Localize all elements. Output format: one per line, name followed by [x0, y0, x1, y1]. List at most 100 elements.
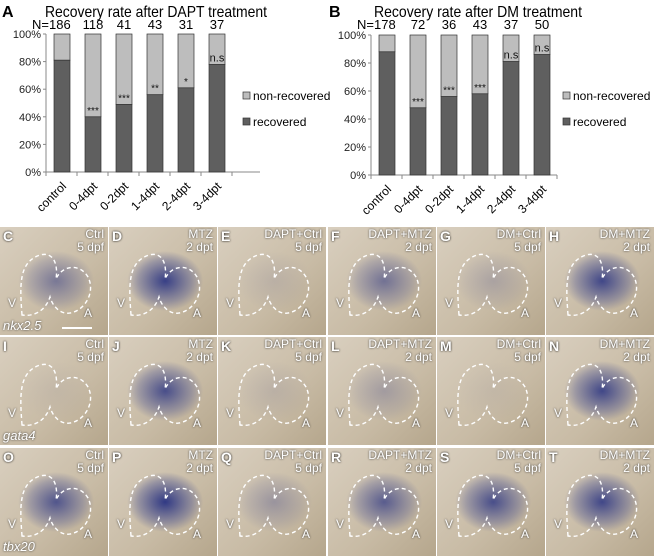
legend-swatch — [562, 91, 571, 100]
significance-label: * — [184, 77, 188, 88]
y-tick-label: 100% — [338, 30, 366, 42]
n-label: 41 — [117, 17, 131, 32]
micrograph-panel: K DAPT+Ctrl 5 dpf V A — [218, 337, 326, 445]
atrium-label: A — [84, 416, 93, 430]
ventricle-label: V — [117, 406, 126, 420]
legend-label: non-recovered — [253, 89, 330, 103]
micrograph-panel: J MTZ 2 dpt V A — [109, 337, 217, 445]
bar-recovered — [409, 107, 427, 176]
panel-letter: C — [3, 228, 14, 244]
atrium-label: A — [521, 527, 530, 541]
micrograph-panel: P MTZ 2 dpt V A — [109, 448, 217, 556]
panel-letter: S — [440, 449, 450, 465]
ventricle-label: V — [226, 296, 235, 310]
y-tick-label: 0% — [350, 170, 366, 182]
panel-caption: DM+Ctrl 5 dpf — [496, 227, 541, 254]
ventricle-label: V — [336, 296, 345, 310]
heart-outline — [457, 363, 529, 426]
ventricle-label: V — [336, 406, 345, 420]
ventricle-label: V — [226, 406, 235, 420]
panel-caption: DM+Ctrl 5 dpf — [496, 448, 541, 475]
x-tick-label: 2-4dpt — [159, 179, 193, 213]
micrograph-panel: L DAPT+MTZ 2 dpt V A — [328, 337, 436, 445]
legend-swatch — [242, 91, 251, 100]
heart-outline — [129, 363, 201, 426]
x-tick-label: 0-2dpt — [97, 179, 131, 213]
heart-outline — [238, 253, 310, 316]
bar-non-recovered — [378, 34, 396, 53]
panel-letter: G — [440, 228, 451, 244]
ventricle-label: V — [554, 296, 563, 310]
x-tick-label: 0-4dpt — [66, 179, 100, 213]
panel-letter: E — [221, 228, 231, 244]
panel-letter: A — [2, 4, 14, 21]
x-tick-label: 0-2dpt — [422, 182, 456, 216]
micrograph-panel: F DAPT+MTZ 2 dpt V A — [328, 227, 436, 335]
panel-caption: DM+MTZ 2 dpt — [599, 337, 650, 364]
ventricle-label: V — [8, 517, 17, 531]
micrograph-panel: S DM+Ctrl 5 dpf V A — [437, 448, 545, 556]
panel-caption: MTZ 2 dpt — [186, 337, 213, 364]
micrograph-panel: G DM+Ctrl 5 dpf V A — [437, 227, 545, 335]
bar-recovered — [440, 96, 458, 176]
atrium-label: A — [302, 527, 311, 541]
bar-non-recovered — [53, 33, 71, 61]
ventricle-label: V — [445, 296, 454, 310]
bar-non-recovered — [84, 33, 102, 118]
panel-letter: F — [331, 228, 340, 244]
atrium-label: A — [412, 306, 421, 320]
panel-letter: K — [221, 338, 232, 354]
heart-outline — [238, 474, 310, 537]
y-tick-label: 100% — [13, 29, 41, 41]
ventricle-label: V — [445, 517, 454, 531]
significance-label: *** — [474, 83, 486, 94]
panel-caption: MTZ 2 dpt — [186, 227, 213, 254]
ventricle-label: V — [554, 406, 563, 420]
panel-caption: Ctrl 5 dpf — [77, 448, 104, 475]
bar-recovered — [502, 61, 520, 176]
x-tick-label: 0-4dpt — [391, 182, 425, 216]
micrograph-panel: E DAPT+Ctrl 5 dpf V A — [218, 227, 326, 335]
y-tick-label: 40% — [19, 112, 41, 124]
n-label: 37 — [210, 17, 224, 32]
chart-title: Recovery rate after DAPT treatment — [45, 4, 267, 21]
n-label: 43 — [473, 17, 487, 32]
atrium-label: A — [630, 527, 639, 541]
heart-outline — [238, 363, 310, 426]
heart-outline — [566, 253, 638, 316]
chart-title: Recovery rate after DM treatment — [374, 4, 582, 21]
legend-label: non-recovered — [573, 89, 650, 103]
panel-letter: M — [440, 338, 452, 354]
y-tick-label: 40% — [344, 114, 366, 126]
n-label: 37 — [504, 17, 518, 32]
n-label: 31 — [179, 17, 193, 32]
legend-swatch — [242, 117, 251, 126]
x-tick-label: 3-4dpt — [515, 182, 549, 216]
significance-label: n.s — [535, 43, 550, 55]
panel-letter: T — [549, 449, 558, 465]
atrium-label: A — [630, 306, 639, 320]
x-tick-label: 3-4dpt — [190, 179, 224, 213]
gene-label: gata4 — [3, 428, 36, 443]
panel-caption: DM+Ctrl 5 dpf — [496, 337, 541, 364]
atrium-label: A — [193, 416, 202, 430]
significance-label: n.s — [210, 52, 225, 64]
y-tick-label: 60% — [344, 86, 366, 98]
bar-recovered — [471, 93, 489, 176]
atrium-label: A — [412, 416, 421, 430]
y-tick-label: 0% — [25, 167, 41, 179]
panel-letter: R — [331, 449, 342, 465]
micrograph-panel: R DAPT+MTZ 2 dpt V A — [328, 448, 436, 556]
ventricle-label: V — [8, 406, 17, 420]
heart-outline — [20, 474, 92, 537]
panel-caption: Ctrl 5 dpf — [77, 337, 104, 364]
n-label: 36 — [442, 17, 456, 32]
bar-recovered — [378, 51, 396, 176]
panel-caption: Ctrl 5 dpf — [77, 227, 104, 254]
y-tick-label: 20% — [344, 142, 366, 154]
bar-recovered — [146, 94, 164, 173]
chart-B: B Recovery rate after DM treatment 0% 20% 40… — [329, 4, 650, 218]
atrium-label: A — [630, 416, 639, 430]
